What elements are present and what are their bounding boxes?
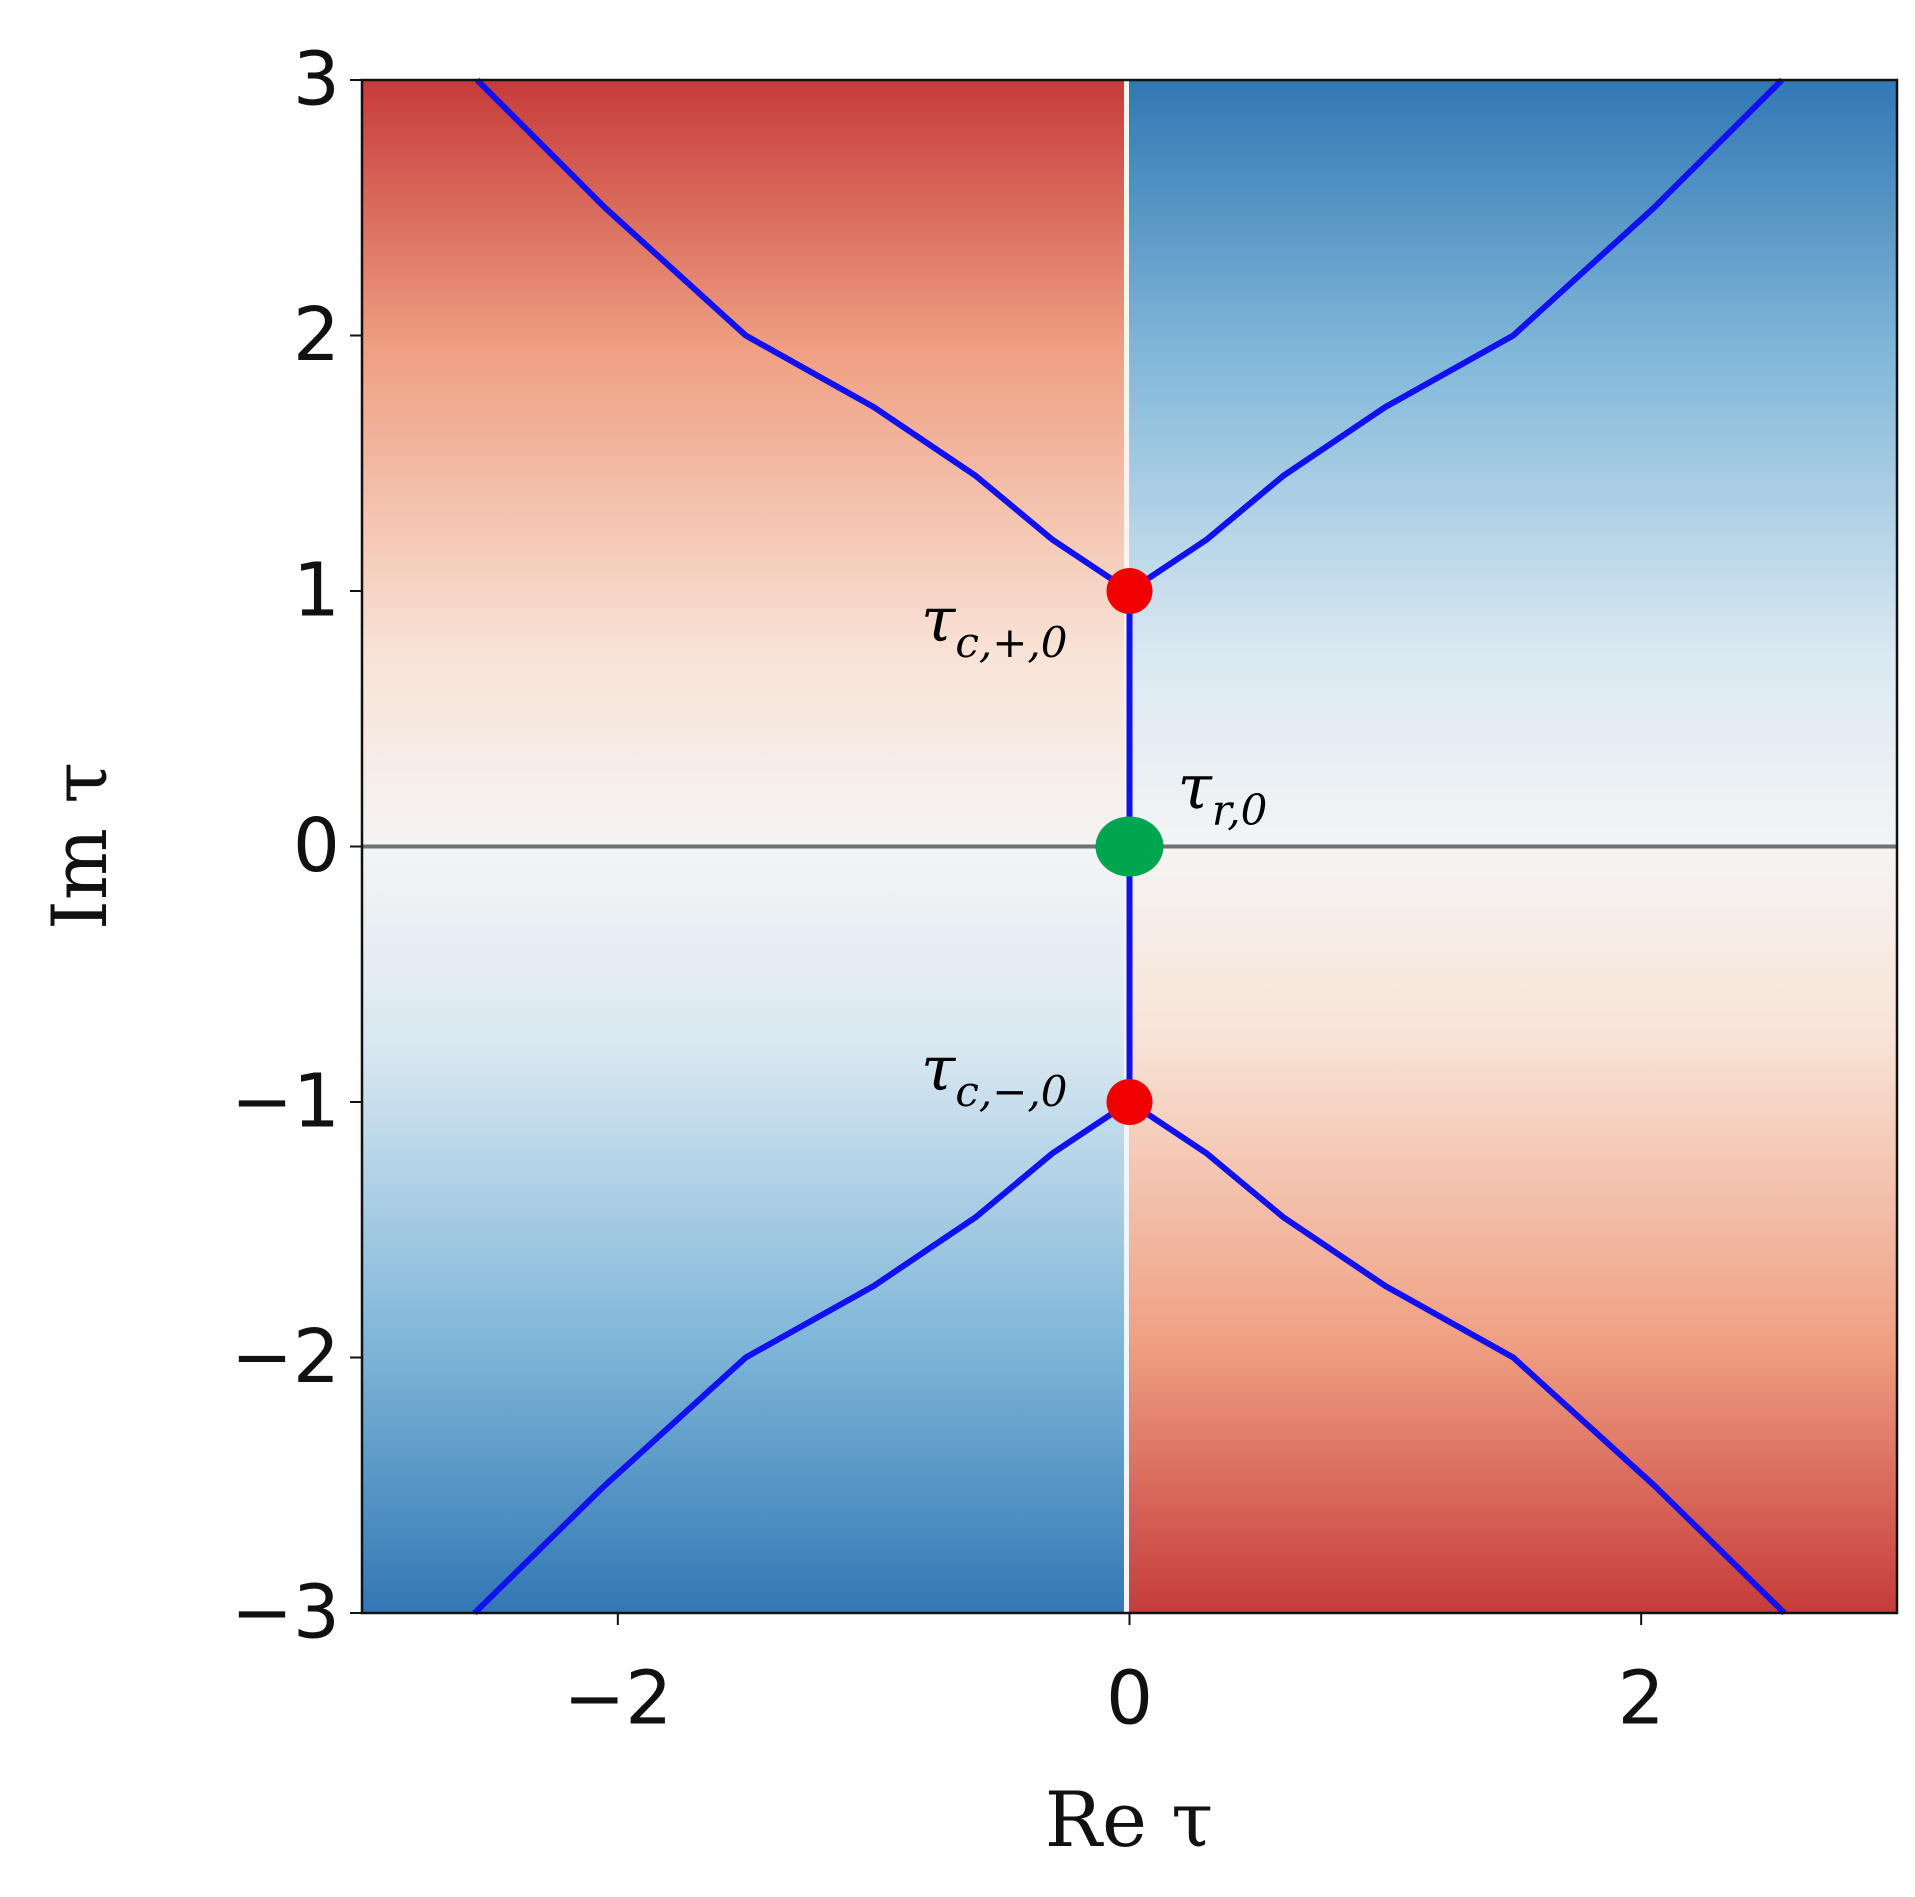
x-tick-label: −2 — [563, 1656, 672, 1742]
field-quadrant — [1129, 80, 1897, 847]
axes-frame — [360, 78, 1899, 1615]
stokes-line — [1127, 77, 1784, 594]
point-label: τc,+,0 — [921, 583, 1067, 667]
critical-point — [1106, 568, 1153, 614]
field-quadrant — [362, 846, 1130, 1613]
point-symbol: τ — [921, 583, 957, 656]
point-symbol: τ — [921, 1032, 957, 1105]
y-tick-label: −1 — [231, 1059, 340, 1145]
y-tick-label: −3 — [231, 1570, 340, 1656]
x-tick-label: 0 — [1106, 1656, 1153, 1742]
point-subscript: c,−,0 — [955, 1067, 1067, 1116]
y-tick-label: 2 — [293, 292, 340, 378]
field-quadrant — [1129, 846, 1897, 1613]
stokes-line — [1127, 1099, 1787, 1616]
point-subscript: r,0 — [1212, 786, 1268, 835]
y-tick-label: 3 — [293, 37, 340, 123]
point-label: τr,0 — [1178, 751, 1268, 835]
x-tick-label: 2 — [1618, 1656, 1665, 1742]
point-label: τc,−,0 — [921, 1032, 1067, 1116]
field-quadrant — [362, 80, 1130, 847]
stokes-line — [472, 1099, 1132, 1616]
y-tick-label: 1 — [293, 548, 340, 634]
y-tick-label: 0 — [293, 803, 340, 889]
critical-point — [1095, 816, 1164, 877]
y-axis-label: Im τ — [35, 762, 124, 930]
plot-area — [350, 77, 1899, 1625]
x-axis-label: Re τ — [1045, 1775, 1213, 1864]
critical-point — [1106, 1079, 1153, 1125]
point-symbol: τ — [1178, 751, 1214, 824]
stokes-line — [475, 77, 1132, 594]
point-subscript: c,+,0 — [955, 618, 1067, 667]
y-tick-label: −2 — [231, 1314, 340, 1400]
